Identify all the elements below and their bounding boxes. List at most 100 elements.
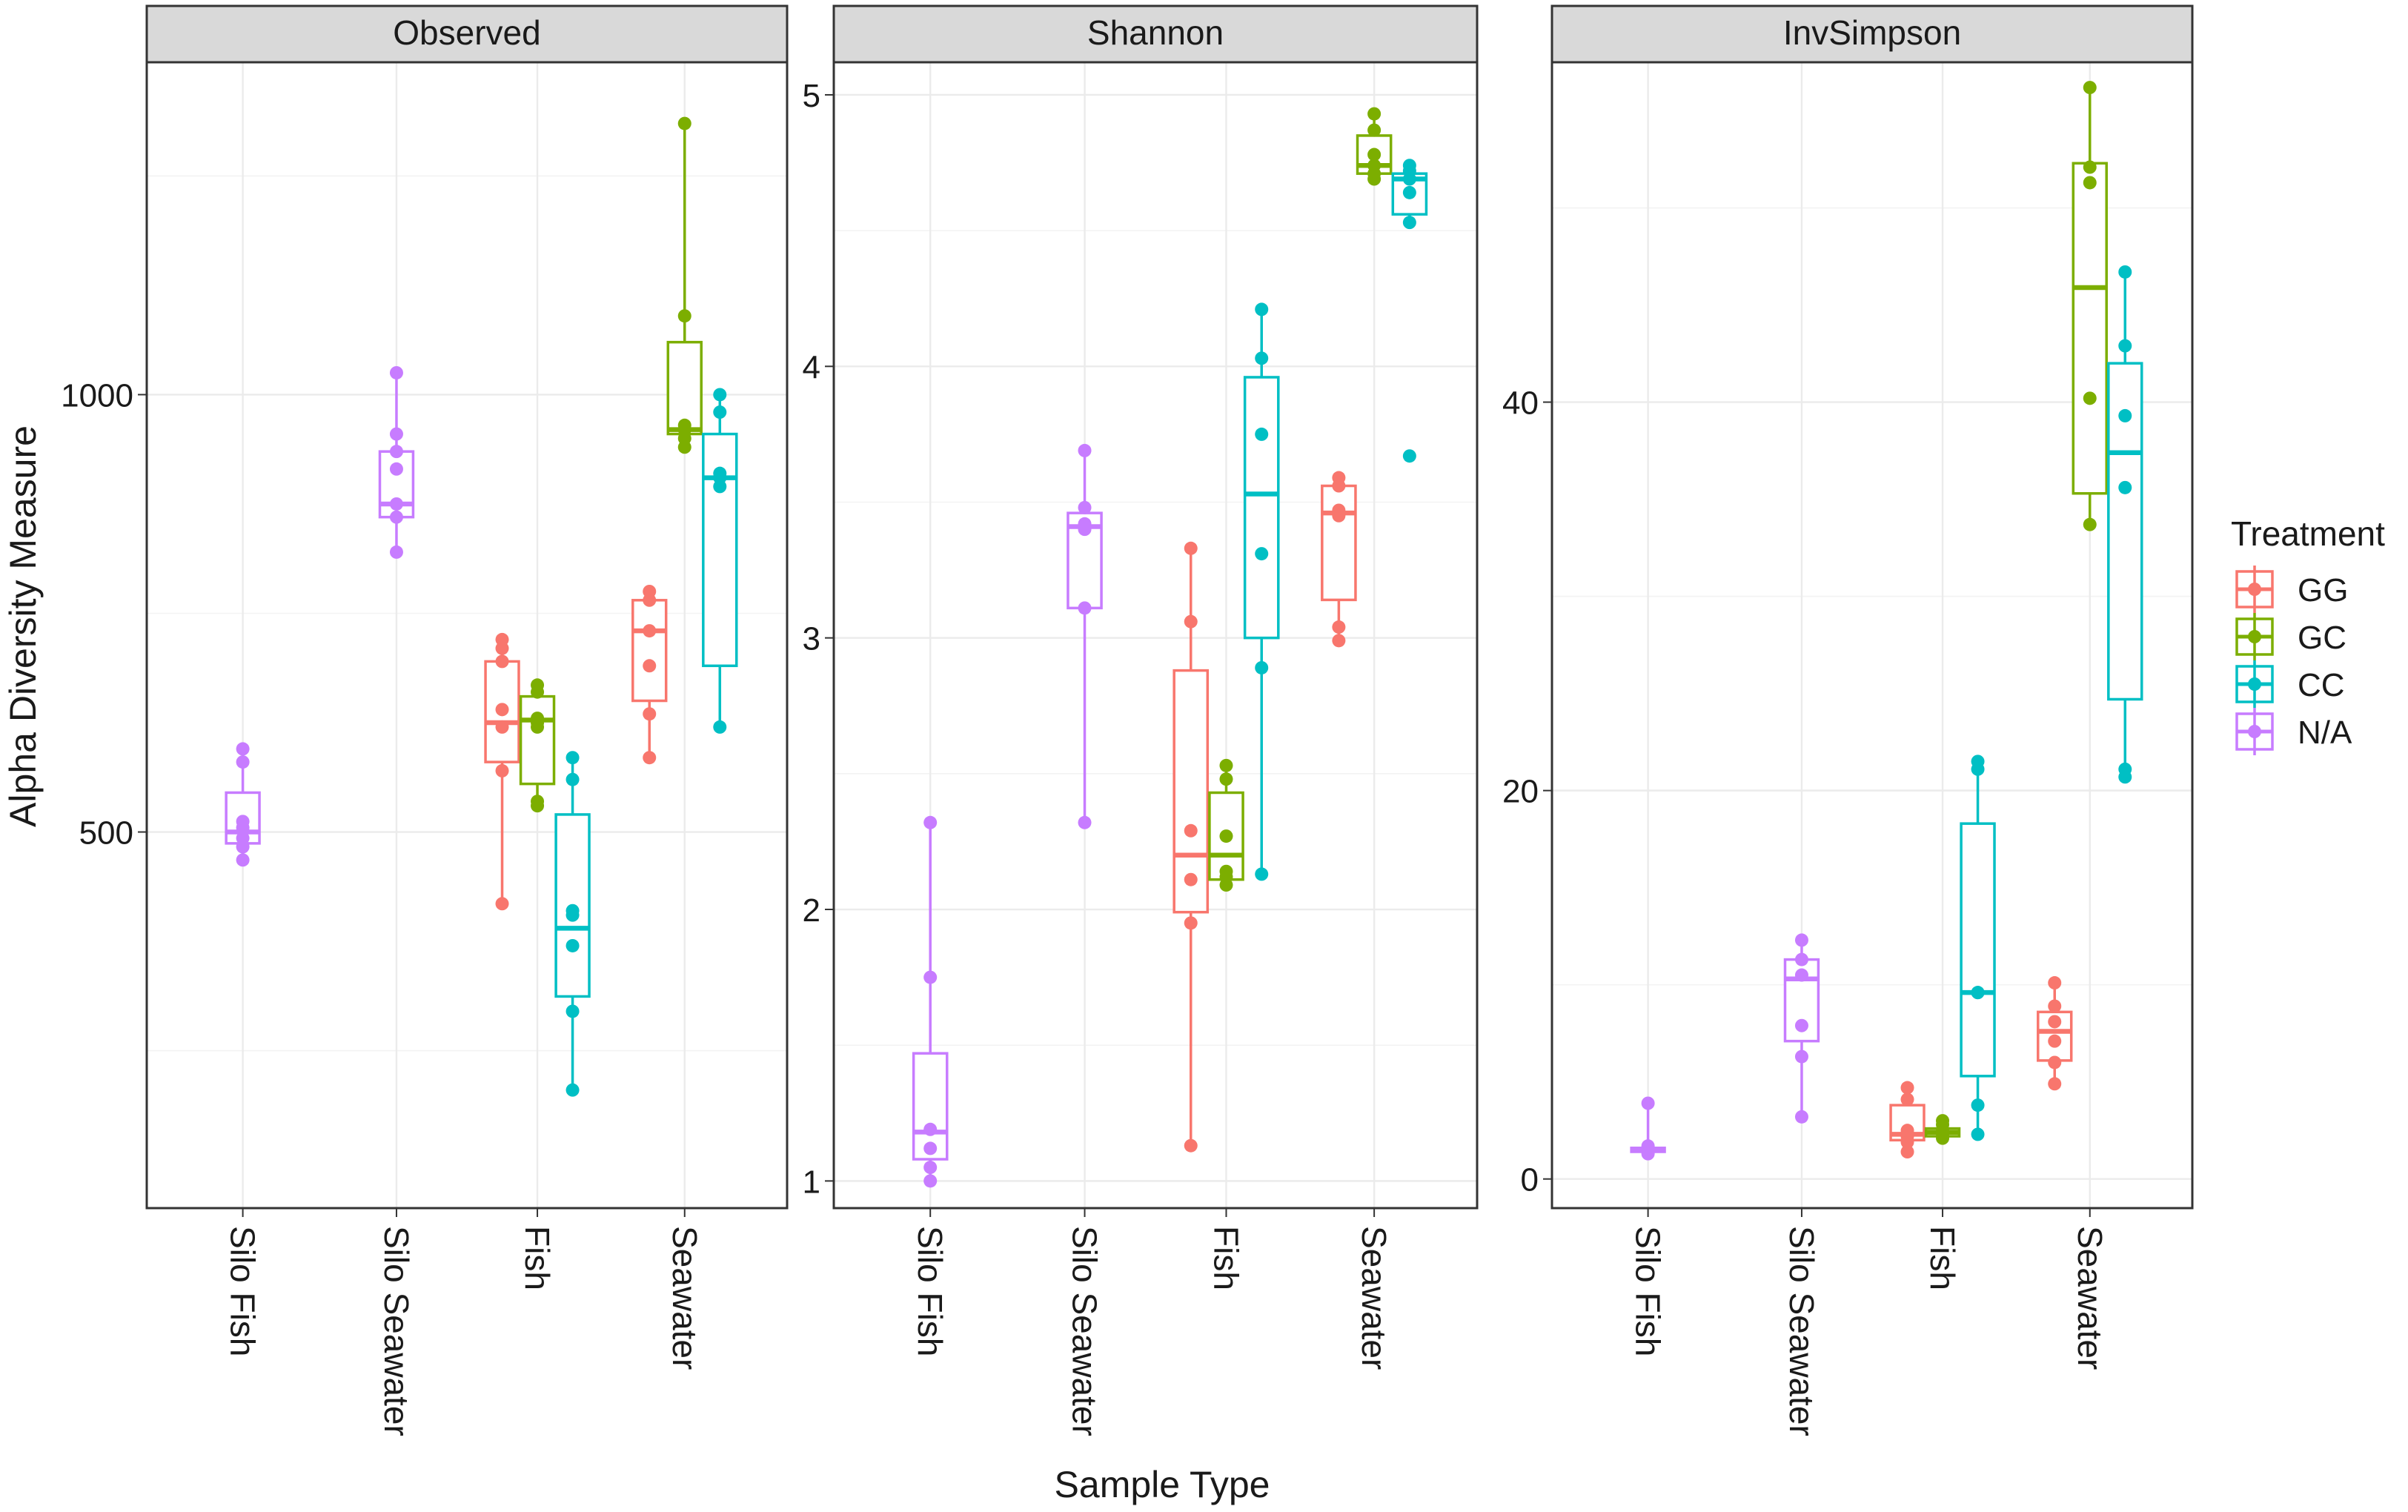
data-point (2048, 1015, 2062, 1029)
data-point (495, 763, 509, 777)
data-point (1971, 1127, 1985, 1141)
box-body (1321, 484, 1357, 602)
data-point (1794, 1018, 1808, 1032)
legend-label: CC (2298, 667, 2345, 703)
data-point (236, 755, 250, 769)
data-point (1794, 933, 1808, 947)
data-point (643, 624, 657, 638)
box-observed-seawater-cc (702, 388, 738, 734)
data-point (713, 388, 727, 402)
data-point (1402, 216, 1416, 230)
y-tick-label: 40 (1502, 385, 1539, 422)
data-point (1332, 634, 1346, 648)
box-invsimpson-seawater-gg (2037, 976, 2073, 1091)
box-observed-seawater-gg (631, 584, 668, 765)
data-point (389, 445, 403, 459)
data-point (1971, 1098, 1985, 1113)
panel-background (147, 62, 787, 1208)
data-point (495, 720, 509, 734)
data-point (565, 1004, 580, 1018)
data-point (2118, 339, 2132, 353)
box-invsimpson-silo-fish-na (1630, 1096, 1666, 1161)
data-point (1219, 829, 1233, 843)
legend-item-gg: GG (2235, 566, 2348, 613)
data-point (531, 712, 545, 726)
data-point (2118, 408, 2132, 422)
panel-background (834, 62, 1477, 1208)
data-point (2048, 1055, 2062, 1070)
x-tick-label: Silo Fish (911, 1226, 949, 1356)
data-point (236, 815, 250, 829)
x-tick-label: Fish (1923, 1226, 1962, 1290)
data-point (1184, 541, 1198, 555)
data-point (923, 1122, 938, 1136)
data-point (1402, 159, 1416, 173)
x-tick-label: Silo Seawater (1066, 1226, 1104, 1436)
legend-label: GC (2298, 620, 2346, 656)
data-point (389, 427, 403, 441)
data-point (565, 772, 580, 786)
data-point (677, 116, 691, 130)
y-tick-label: 500 (79, 815, 133, 852)
data-point (236, 742, 250, 756)
data-point (2048, 1077, 2062, 1091)
box-shannon-silo-fish-na (912, 815, 949, 1188)
x-tick-label: Fish (1207, 1226, 1245, 1290)
data-point (1332, 503, 1346, 517)
data-point (2118, 265, 2132, 279)
box-body (1173, 669, 1210, 914)
y-tick-label: 2 (803, 892, 820, 929)
box-invsimpson-fish-cc (1960, 755, 1996, 1141)
data-point (1971, 755, 1985, 769)
data-point (236, 853, 250, 867)
data-point (1219, 772, 1233, 786)
data-point (2048, 976, 2062, 990)
x-tick-label: Fish (518, 1226, 557, 1290)
data-point (1794, 968, 1808, 982)
box-observed-seawater-gc (666, 116, 703, 454)
data-point (1367, 159, 1382, 173)
box-observed-silo-seawater-na (378, 365, 415, 559)
y-tick-label: 0 (1521, 1162, 1539, 1198)
data-point (236, 831, 250, 845)
data-point (495, 897, 509, 911)
data-point (1255, 351, 1269, 365)
data-point (1900, 1092, 1914, 1107)
box-observed-silo-fish-na (225, 742, 261, 867)
data-point (677, 418, 691, 432)
data-point (2048, 1034, 2062, 1048)
data-point (2083, 517, 2097, 531)
x-axis-label: Sample Type (1055, 1464, 1270, 1505)
data-point (1255, 302, 1269, 316)
data-point (1184, 1138, 1198, 1153)
data-point (1184, 916, 1198, 930)
box-body (912, 1052, 949, 1161)
data-point (531, 678, 545, 692)
box-body (554, 813, 591, 998)
data-point (923, 1141, 938, 1155)
box-observed-fish-gc (519, 678, 556, 813)
data-point (1794, 1050, 1808, 1064)
legend-item-cc: CC (2235, 660, 2345, 708)
data-point (1078, 815, 1092, 829)
y-tick-label: 3 (803, 621, 820, 657)
box-observed-fish-cc (554, 751, 591, 1097)
data-point (1219, 864, 1233, 878)
data-point (565, 903, 580, 918)
x-tick-label: Seawater (666, 1226, 704, 1370)
panel-strip (1550, 4, 2194, 64)
box-invsimpson-seawater-cc (2107, 265, 2143, 784)
box-shannon-seawater-gc (1356, 107, 1393, 186)
data-point (1184, 823, 1198, 838)
data-point (1078, 443, 1092, 457)
box-invsimpson-silo-seawater-na (1783, 933, 1820, 1124)
data-point (531, 795, 545, 809)
x-tick-label: Seawater (1355, 1226, 1393, 1370)
panel-strip (145, 4, 789, 64)
legend: Treatment GG GC CC N/A (2231, 514, 2385, 755)
data-point (1900, 1145, 1914, 1159)
data-point (677, 309, 691, 323)
legend-label: N/A (2298, 714, 2352, 751)
data-point (713, 466, 727, 480)
data-point (1971, 986, 1985, 1000)
